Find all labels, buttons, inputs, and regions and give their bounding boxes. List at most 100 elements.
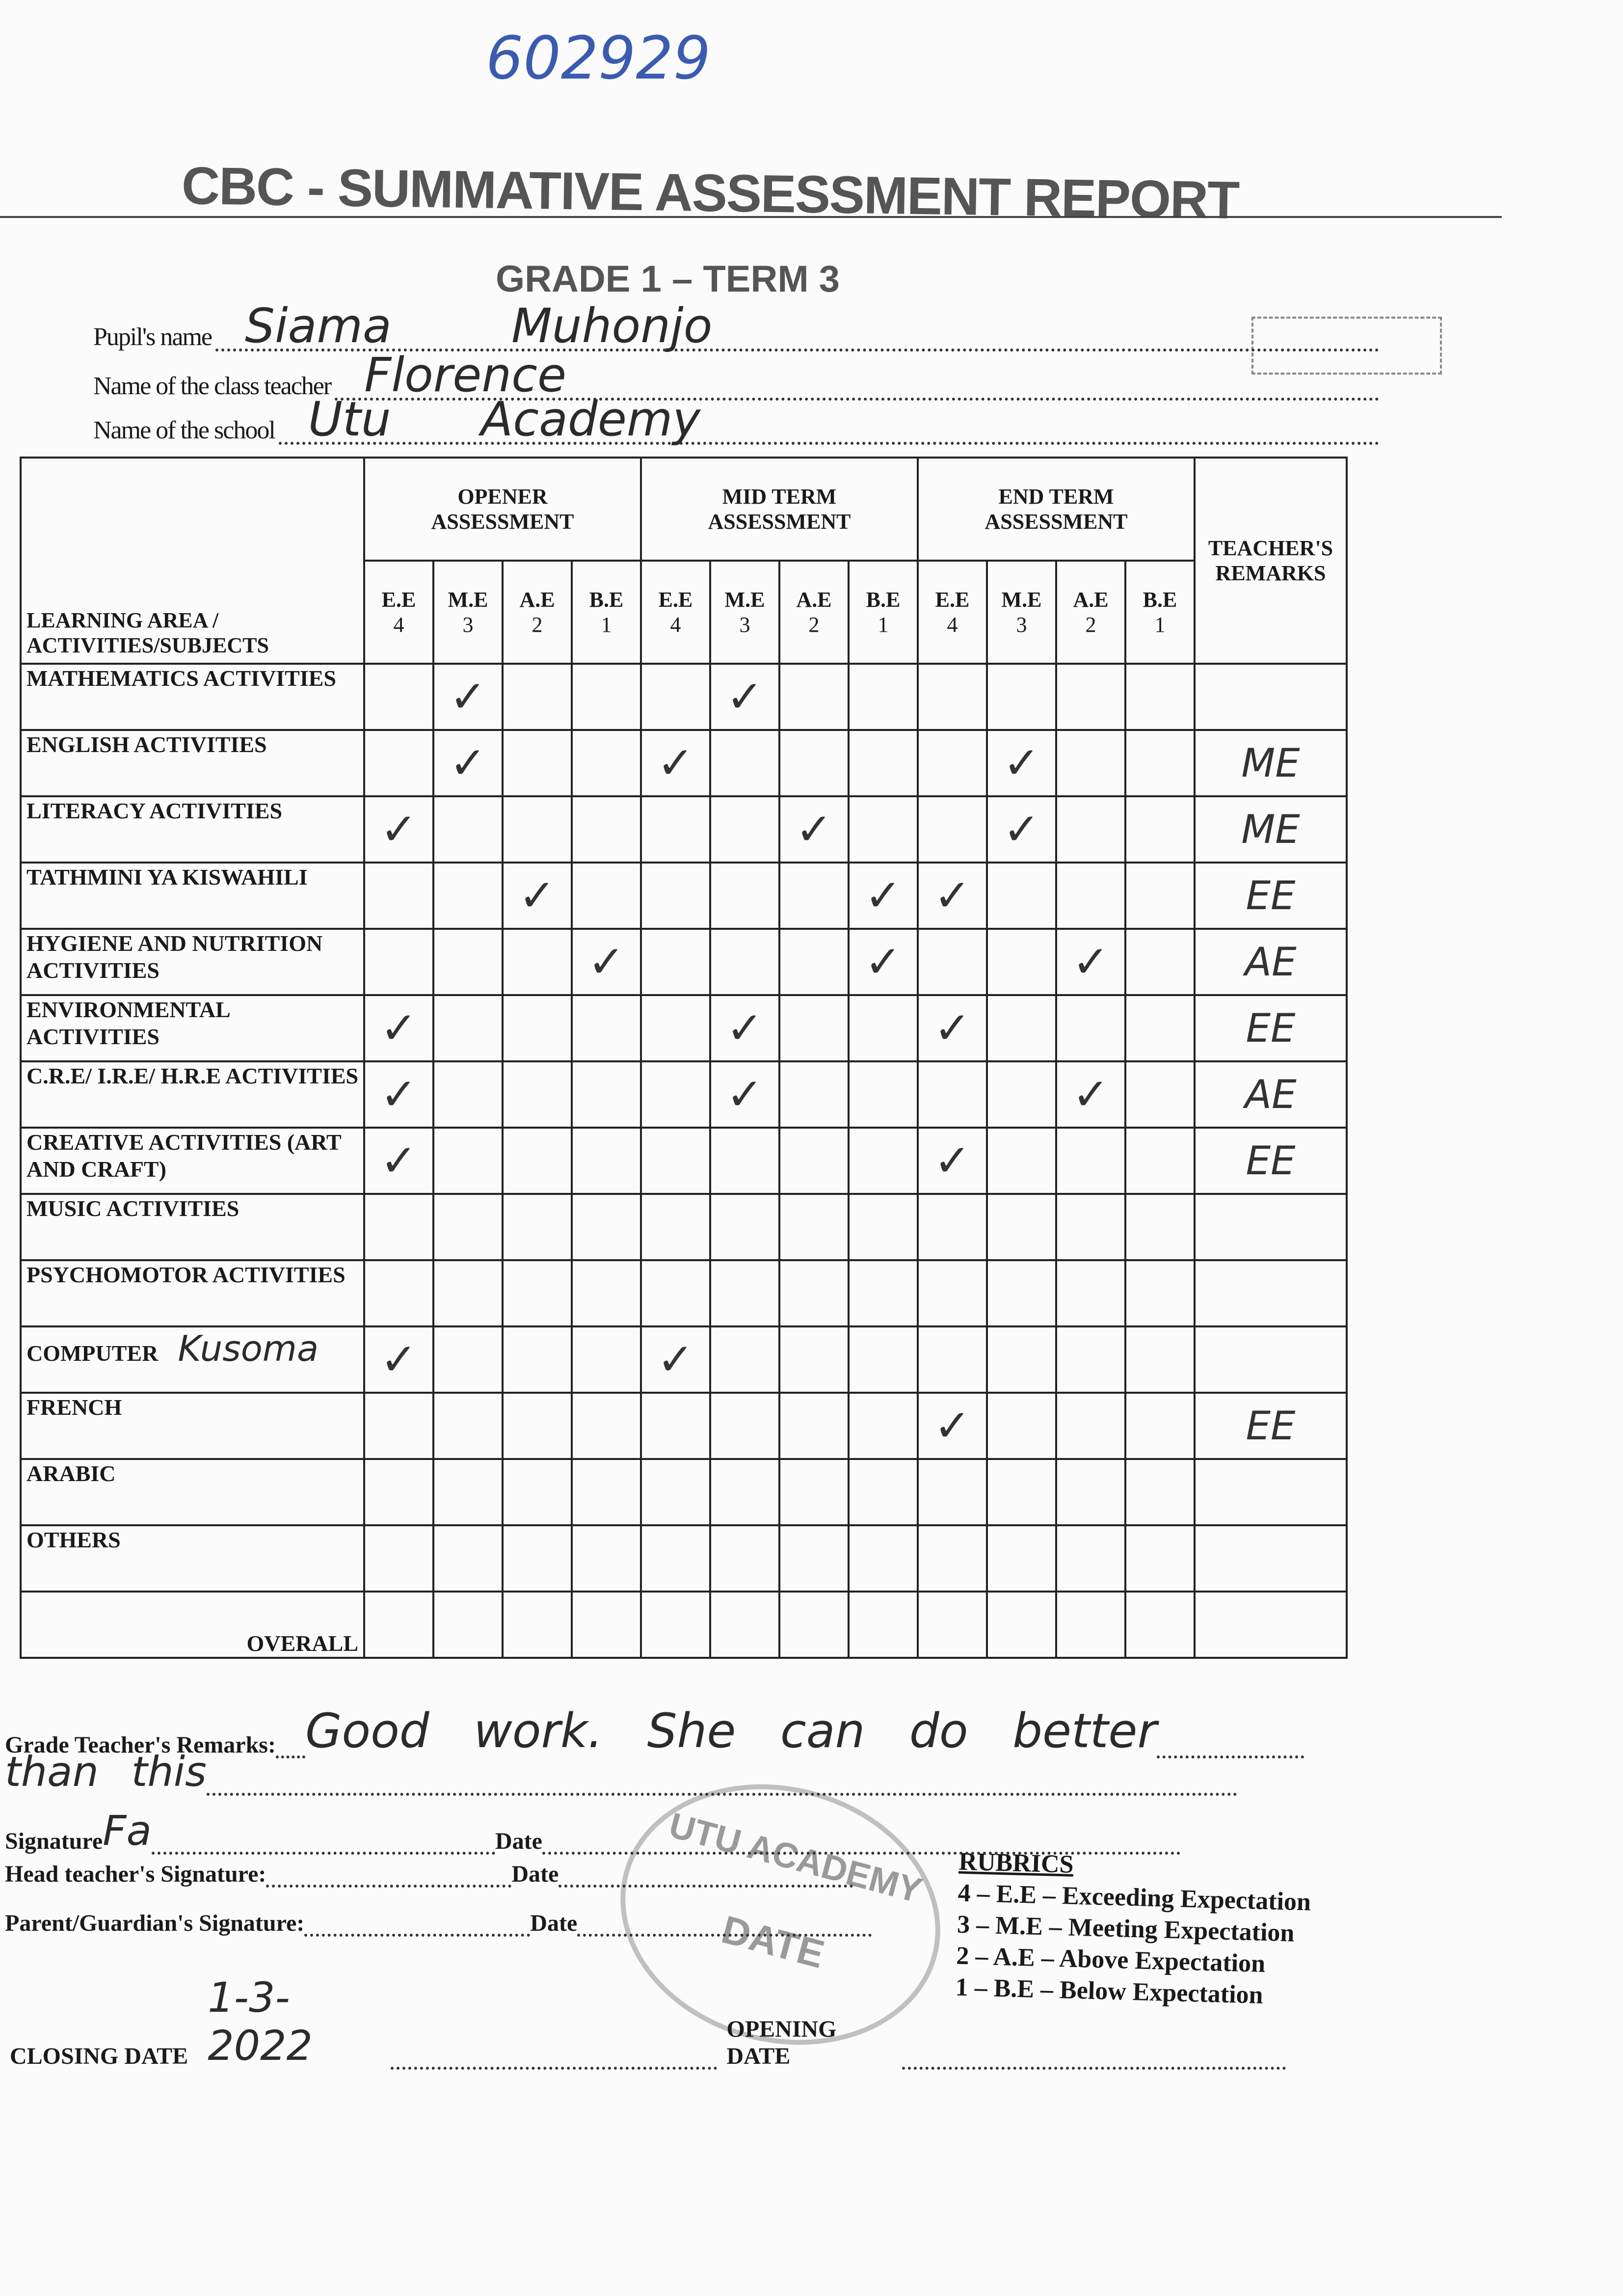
grade-cell: ✓ [986,729,1057,797]
grade-cell [502,1325,573,1394]
leader [1156,1741,1304,1758]
tick-mark: ✓ [1072,936,1110,988]
tick-mark: ✓ [933,1400,971,1452]
group-header: OPENER ASSESSMENT [363,457,642,562]
date-label: Date [530,1910,578,1936]
level-code: B.E [866,588,901,612]
grade-cell [778,1392,850,1460]
stamp-box [1251,317,1442,375]
grade-cell [1124,1392,1196,1460]
grade-cell [1055,729,1126,797]
grade-cell [502,729,573,797]
subject-name: ENVIRONMENTAL ACTIVITIES [27,997,230,1050]
grade-cell [917,663,988,731]
remark-cell: ME [1194,795,1348,864]
grade-cell: ✓ [917,1127,988,1195]
grade-cell [640,795,711,864]
grade-cell [1124,994,1196,1062]
remarks-header: TEACHER'S REMARKS [1194,457,1348,665]
grade-cell [986,862,1057,930]
grade-cell [1124,729,1196,797]
grade-cell [986,1325,1057,1394]
subject-row: ENGLISH ACTIVITIES ✓ ✓ ✓ ME [20,729,1348,797]
grade-cell [363,1259,434,1327]
grade-cell: ✓ [778,795,850,864]
grade-cell [709,1591,780,1659]
grade-cell [502,1591,573,1659]
subject-row: ARABIC [20,1458,1348,1526]
remark-text: EE [1246,1403,1296,1449]
subject-name: FRENCH [27,1395,122,1420]
leader [275,1741,305,1758]
grade-cell [709,795,780,864]
grade-cell [502,1060,573,1129]
grade-cell [778,663,850,731]
remark-text: ME [1241,740,1300,786]
remark-cell [1194,1259,1348,1327]
grade-cell [1124,1259,1196,1327]
remark-cell: AE [1194,1060,1348,1129]
remark-text: ME [1241,807,1300,852]
field-leader: Siama Muhonjo [215,298,1379,353]
grade-cell [1055,862,1126,930]
grade-cell: ✓ [1055,928,1126,996]
subject-row: CREATIVE ACTIVITIES (ART AND CRAFT) ✓ ✓ EE [20,1127,1348,1195]
tick-mark: ✓ [1003,737,1040,789]
grade-cell [502,928,573,996]
tick-mark: ✓ [864,870,902,921]
tick-mark: ✓ [933,1002,971,1054]
parent-label: Parent/Guardian's Signature: [5,1910,305,1936]
grade-cell [1055,1127,1126,1195]
grade-cell [848,1127,919,1195]
grade-cell [502,795,573,864]
level-header: E.E 4 [640,560,711,665]
subject-name: CREATIVE ACTIVITIES (ART AND CRAFT) [27,1130,341,1182]
field: Pupil's name Siama Muhonjo [93,298,1379,353]
group-header: MID TERM ASSESSMENT [640,457,919,562]
grade-cell [1055,1259,1126,1327]
grade-cell [848,729,919,797]
tick-mark: ✓ [864,936,902,988]
grade-cell [917,1259,988,1327]
remarks-value-2: than this [5,1748,207,1796]
grade-cell [363,1392,434,1460]
remark-cell [1194,1458,1348,1526]
grade-cell [571,795,642,864]
grade-cell [432,1060,504,1129]
subject-name: HYGIENE AND NUTRITION ACTIVITIES [27,931,323,983]
grade-cell [432,1259,504,1327]
grade-cell [640,1458,711,1526]
grade-cell [1055,1458,1126,1526]
grade-cell: ✓ [640,729,711,797]
subject-cell: TATHMINI YA KISWAHILI [20,862,365,930]
subject-cell: HYGIENE AND NUTRITION ACTIVITIES [20,928,365,996]
tick-mark: ✓ [1072,1069,1110,1120]
leader [304,1919,531,1937]
remark-text: EE [1246,873,1296,918]
grade-cell [502,1193,573,1261]
tick-mark: ✓ [726,1069,764,1120]
grade-cell: ✓ [848,862,919,930]
subject-name: MUSIC ACTIVITIES [27,1196,239,1221]
grade-cell: ✓ [917,1392,988,1460]
remark-cell: AE [1194,928,1348,996]
grade-cell [1055,795,1126,864]
grade-cell [640,928,711,996]
grade-cell [432,1458,504,1526]
leader [559,1870,853,1888]
grade-cell [848,1060,919,1129]
closing-label: CLOSING DATE [10,2043,188,2069]
subject-row: MUSIC ACTIVITIES [20,1193,1348,1261]
level-header: A.E 2 [778,560,850,665]
grade-cell [363,1193,434,1261]
grade-cell [986,1392,1057,1460]
grade-cell [432,1193,504,1261]
grade-cell [986,1591,1057,1659]
remark-cell [1194,1524,1348,1593]
subject-name: OTHERS [27,1527,121,1552]
footer-row: Grade Teacher's Remarks: Good work. She c… [5,1703,1330,1758]
grade-cell [571,1060,642,1129]
grade-cell [640,1127,711,1195]
subject-cell: PSYCHOMOTOR ACTIVITIES [20,1259,365,1327]
grade-cell [502,1259,573,1327]
